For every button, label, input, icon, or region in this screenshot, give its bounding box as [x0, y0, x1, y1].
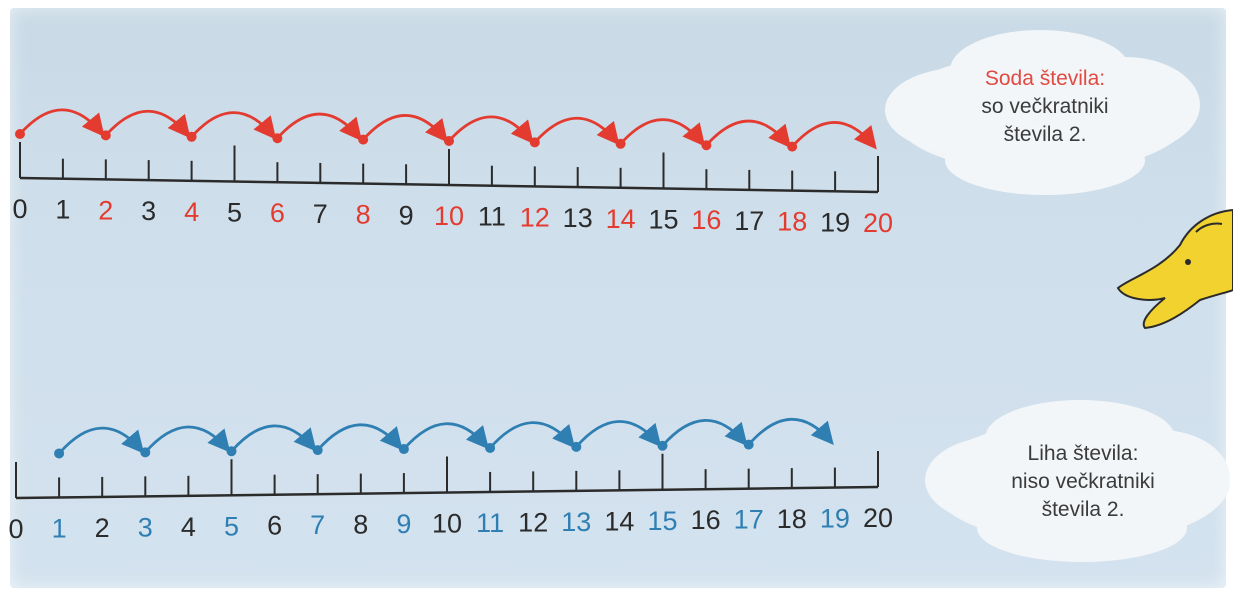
jump-start-dot-7 [312, 445, 323, 456]
jump-start-dot-12 [529, 137, 540, 148]
tick-label-14: 14 [606, 204, 636, 234]
jump-15-17 [661, 419, 748, 447]
tick-label-19: 19 [820, 207, 850, 237]
tick-label-18: 18 [777, 504, 807, 534]
tick-label-9: 9 [399, 200, 414, 230]
jump-start-dot-5 [226, 446, 237, 457]
number-line-odd: 0 1 2 3 4 5 6 7 8 9 10 11 12 13 14 15 16 17 18 19 20 [8, 417, 893, 544]
jump-14-16 [619, 118, 706, 147]
cloud-odd-caption: Liha števila: niso večkratniki števila 2… [968, 440, 1198, 524]
jump-start-dot-1 [54, 448, 65, 459]
jump-start-dot-0 [15, 129, 25, 139]
tick-label-9: 9 [396, 509, 411, 539]
number-line-even: 0 1 2 3 4 5 6 7 8 9 10 11 12 13 14 15 16 17 18 19 20 [12, 108, 893, 238]
tick-label-3: 3 [141, 196, 156, 226]
jump-start-dot-3 [140, 447, 151, 458]
cloud-odd-line2: niso večkratniki [1011, 470, 1155, 493]
tick-label-5: 5 [227, 198, 242, 228]
cloud-even-line3: števila 2. [1003, 123, 1087, 146]
jump-start-dot-4 [186, 131, 197, 142]
tick-label-6: 6 [267, 511, 282, 541]
tick-label-16: 16 [691, 205, 721, 235]
tick-label-8: 8 [353, 510, 368, 540]
jump-10-12 [447, 115, 534, 144]
tick-label-10: 10 [432, 509, 462, 539]
jump-start-dot-13 [571, 441, 582, 452]
tick-label-11: 11 [478, 202, 506, 232]
jump-start-dot-11 [485, 442, 496, 453]
jump-4-6 [190, 111, 277, 140]
tick-label-7: 7 [313, 199, 328, 229]
tick-label-14: 14 [604, 506, 634, 536]
tick-label-12: 12 [520, 202, 550, 232]
tick-label-7: 7 [310, 510, 325, 540]
jump-start-dot-15 [657, 440, 668, 451]
jump-start-dot-2 [100, 130, 111, 141]
tick-label-4: 4 [181, 512, 196, 542]
jump-start-dot-16 [701, 140, 712, 151]
jump-18-20 [791, 121, 877, 150]
jump-17-19 [747, 417, 834, 446]
tick-label-3: 3 [138, 512, 153, 542]
jump-9-11 [402, 422, 490, 450]
jump-8-10 [362, 114, 448, 143]
tick-label-0: 0 [8, 514, 23, 544]
jump-5-7 [230, 424, 317, 453]
jump-6-8 [276, 112, 363, 142]
tick-label-17: 17 [734, 505, 764, 535]
cloud-odd-title: Liha števila: [1027, 442, 1139, 465]
cloud-odd [925, 400, 1230, 562]
jump-start-dot-10 [444, 136, 454, 146]
jump-start-dot-17 [743, 439, 754, 450]
jump-0-2 [18, 108, 105, 137]
jump-12-14 [533, 117, 620, 146]
tick-label-11: 11 [476, 508, 504, 538]
jump-1-3 [58, 426, 145, 455]
tick-label-8: 8 [356, 200, 371, 230]
tick-label-13: 13 [563, 203, 593, 233]
tick-label-0: 0 [12, 194, 27, 224]
tick-label-20: 20 [863, 208, 893, 238]
tick-label-20: 20 [863, 503, 893, 533]
jump-start-dot-18 [787, 141, 798, 152]
tick-label-12: 12 [518, 507, 548, 537]
jump-start-dot-14 [615, 138, 626, 149]
tick-label-16: 16 [691, 505, 721, 535]
jump-start-dot-8 [358, 134, 369, 145]
cloud-even-title: Soda števila: [984, 67, 1106, 90]
tick-label-1: 1 [52, 513, 67, 543]
cloud-even-caption: Soda števila: so večkratniki števila 2. [930, 65, 1160, 149]
jump-3-5 [144, 425, 231, 454]
tick-label-19: 19 [820, 504, 850, 534]
jump-start-dot-9 [398, 444, 409, 455]
jump-start-dot-6 [272, 133, 283, 144]
cloud-even [885, 30, 1200, 195]
tick-label-10: 10 [434, 201, 464, 231]
tick-label-6: 6 [270, 198, 285, 228]
tick-label-13: 13 [561, 507, 591, 537]
tick-label-18: 18 [777, 207, 807, 237]
jump-7-9 [316, 423, 403, 452]
tick-label-2: 2 [95, 513, 110, 543]
tick-label-1: 1 [55, 195, 70, 225]
tick-label-2: 2 [98, 195, 113, 225]
jump-2-4 [104, 110, 191, 139]
fish-icon [1116, 208, 1233, 330]
tick-label-15: 15 [648, 205, 678, 235]
jump-11-13 [489, 421, 576, 449]
tick-label-17: 17 [734, 206, 764, 236]
tick-label-15: 15 [647, 506, 677, 536]
jump-16-18 [705, 119, 792, 149]
tick-label-5: 5 [224, 511, 239, 541]
cloud-even-line2: so večkratniki [981, 95, 1109, 118]
cloud-odd-line3: števila 2. [1041, 498, 1125, 521]
jump-13-15 [575, 420, 662, 448]
tick-label-4: 4 [184, 197, 199, 227]
